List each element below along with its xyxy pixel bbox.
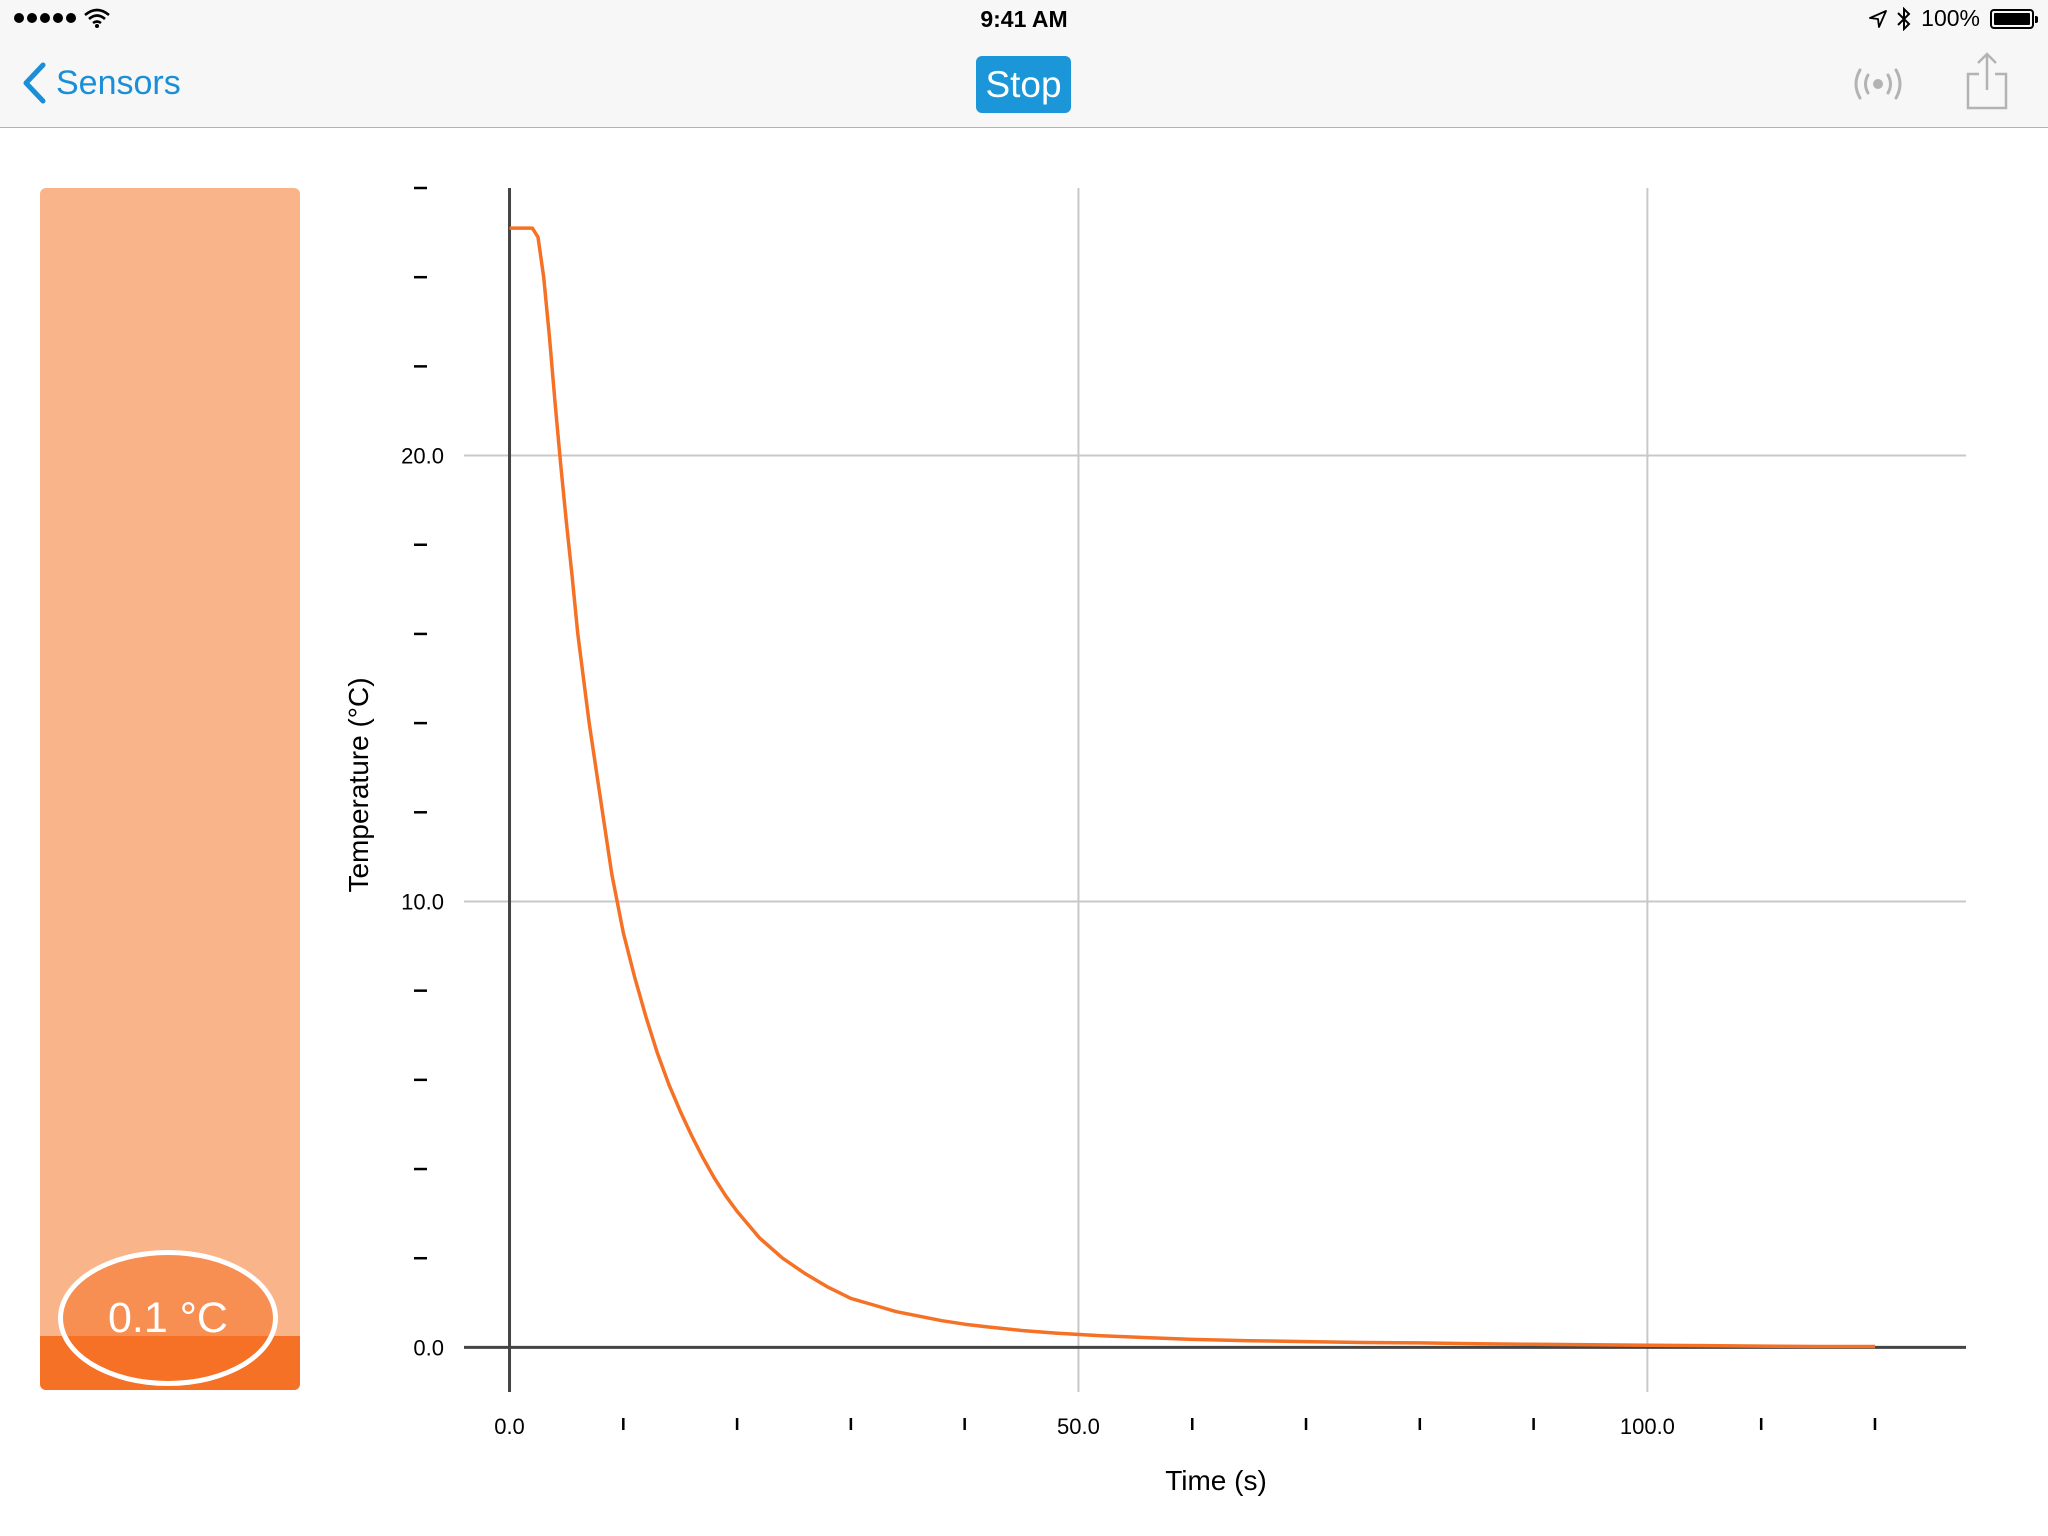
status-time: 9:41 AM	[980, 6, 1068, 32]
wifi-icon	[84, 8, 110, 28]
back-button[interactable]: Sensors	[22, 62, 181, 104]
battery-icon	[1990, 8, 2038, 29]
current-reading-value: 0.1 °C	[108, 1293, 228, 1342]
y-tick-label: 10.0	[401, 889, 444, 914]
broadcast-icon[interactable]	[1846, 64, 1910, 104]
status-bar: 9:41 AM 100%	[0, 0, 2048, 40]
share-icon[interactable]	[1964, 50, 2010, 112]
temperature-series-line	[509, 226, 1875, 1349]
y-axis-title: Temperature (°C)	[343, 677, 374, 892]
x-axis-title: Time (s)	[1165, 1465, 1267, 1496]
stop-button[interactable]: Stop	[976, 56, 1071, 113]
battery-percent: 100%	[1921, 5, 1980, 31]
chart-grid	[464, 188, 1966, 1392]
x-tick-label: 0.0	[494, 1414, 525, 1439]
y-tick-label: 20.0	[401, 444, 444, 469]
x-tick-label: 100.0	[1620, 1414, 1675, 1439]
signal-strength-icon	[14, 13, 76, 23]
navigation-bar: Sensors Stop	[0, 40, 2048, 128]
back-button-label: Sensors	[56, 63, 181, 102]
current-reading-badge: 0.1 °C	[58, 1250, 278, 1386]
chart-minor-ticks	[414, 186, 1877, 1430]
status-bar-left	[14, 8, 110, 28]
status-bar-right: 100%	[1869, 5, 2038, 32]
bluetooth-icon	[1897, 6, 1911, 31]
chart-tick-labels: 0.0 50.0 100.0 0.0 10.0 20.0	[401, 444, 1675, 1439]
x-tick-label: 50.0	[1057, 1414, 1100, 1439]
chevron-left-icon	[23, 62, 46, 104]
y-tick-label: 0.0	[413, 1335, 444, 1360]
location-icon	[1869, 9, 1888, 28]
